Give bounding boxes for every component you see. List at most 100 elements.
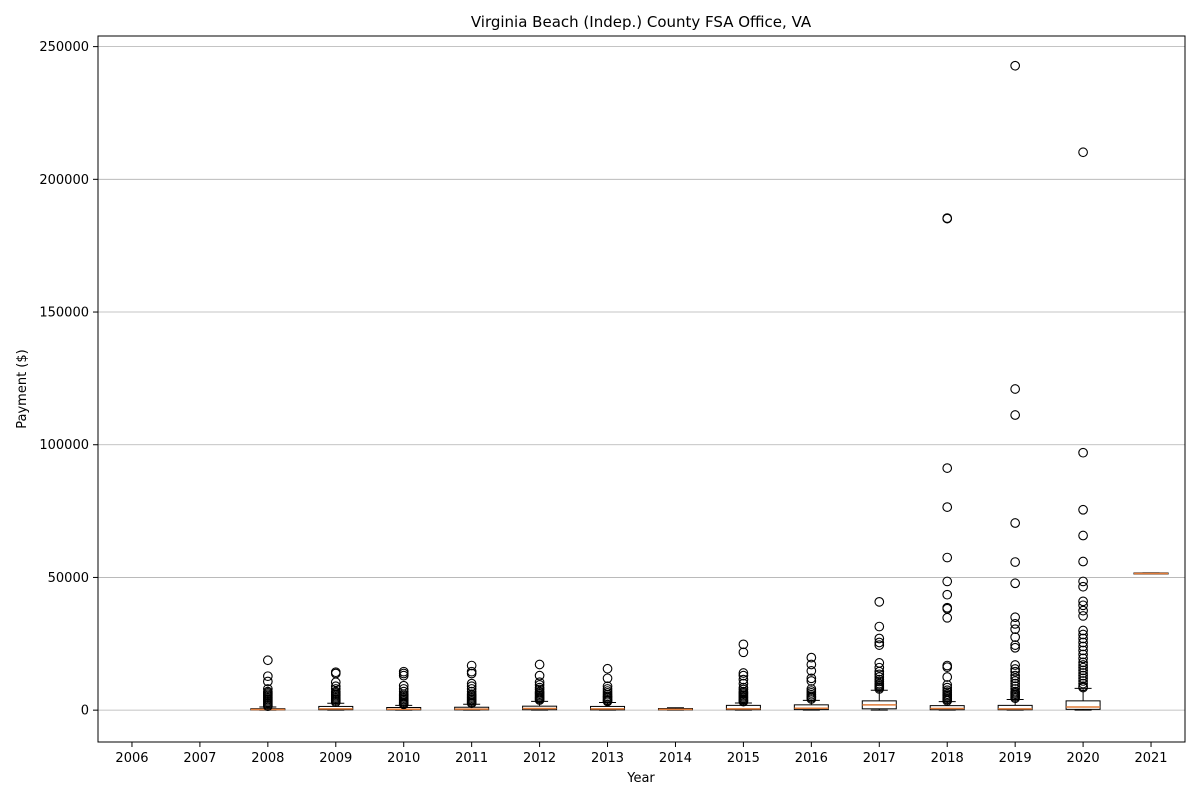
plot-area [250,60,1169,712]
outlier-point [262,655,273,666]
outlier-point [534,680,545,690]
outlier-point [806,676,817,686]
box-2017 [861,597,897,711]
outlier-point [534,682,545,693]
outlier-point [1010,410,1021,420]
outlier-point [1010,660,1021,670]
outlier-point [738,670,749,681]
x-tick-label: 2017 [863,751,896,766]
outlier-point [806,666,817,676]
outlier-point [602,663,613,674]
outlier-point [466,660,477,671]
outlier-point [1010,557,1021,567]
outlier-point [1078,662,1088,673]
x-axis-label: Year [626,771,655,786]
outlier-point [1010,673,1021,684]
outlier-point [1010,686,1021,697]
outlier-point [942,576,953,587]
outlier-point [1010,676,1021,686]
outlier-point [874,597,885,607]
outlier-point [1078,670,1088,681]
chart-title: Virginia Beach (Indep.) County FSA Offic… [471,13,812,31]
outlier-point [1078,678,1088,689]
outlier-point [330,686,341,697]
outlier-point [262,671,273,682]
outlier-point [806,684,817,694]
outlier-point [738,668,749,678]
outlier-point [1078,576,1088,587]
outlier-point [1078,649,1088,660]
box-body [1065,700,1101,710]
x-tick-label: 2016 [795,751,828,766]
outlier-point [806,673,817,684]
outlier-point [874,662,885,673]
outlier-point [1078,581,1088,592]
outlier-point [1010,664,1021,674]
outlier-point [466,681,477,692]
outlier-point [466,666,477,677]
outlier-point [1078,504,1088,515]
outlier-point [466,689,477,700]
outlier-point [874,669,885,680]
x-tick-label: 2020 [1067,751,1100,766]
outlier-point [942,672,953,682]
outlier-point [602,673,613,684]
box-2011 [454,660,490,711]
outlier-point [1078,596,1088,607]
outlier-point [534,670,545,681]
outlier-point [398,684,409,694]
outlier-point [942,589,953,600]
x-tick-label: 2015 [727,751,760,766]
outlier-point [738,674,749,685]
outlier-point [1078,660,1088,670]
outlier-point [1010,640,1021,650]
box-2018 [929,213,965,711]
outlier-point [534,659,545,670]
outlier-point [1078,653,1088,664]
outlier-point [262,684,273,694]
outlier-point [1078,605,1088,616]
y-tick-label: 250000 [39,40,89,55]
x-tick-label: 2014 [659,751,692,766]
box-2019 [997,60,1033,711]
outlier-point [942,552,953,563]
outlier-point [874,640,885,650]
outlier-point [1078,673,1088,684]
outlier-point [942,682,953,693]
grid-lines [98,46,1185,711]
outlier-point [874,633,885,644]
outlier-point [330,684,341,694]
outlier-point [1078,637,1088,648]
box-2013 [590,663,626,711]
outlier-point [1010,60,1021,71]
box-2020 [1065,147,1101,711]
outlier-point [534,677,545,688]
outlier-point [806,659,817,670]
x-tick-label: 2013 [591,751,624,766]
outlier-point [1010,578,1021,589]
outlier-point [1078,665,1088,676]
box-body [997,704,1033,711]
box-2009 [318,667,354,711]
outlier-point [1078,641,1088,652]
x-tick-label: 2006 [115,751,148,766]
outlier-point [1078,625,1088,636]
x-tick-label: 2010 [387,751,420,766]
y-tick-label: 100000 [39,438,89,453]
box-2016 [793,652,829,711]
outlier-point [738,647,749,658]
outlier-point [942,660,953,671]
outlier-point [942,680,953,690]
outlier-point [466,668,477,679]
outlier-point [942,612,953,623]
outlier-point [602,684,613,694]
outlier-point [1010,684,1021,694]
outlier-point [330,667,341,678]
outlier-point [1078,556,1088,567]
outlier-point [738,678,749,689]
outlier-point [1078,657,1088,668]
outlier-point [1010,670,1021,681]
outlier-point [1078,676,1088,686]
outlier-point [942,685,953,696]
